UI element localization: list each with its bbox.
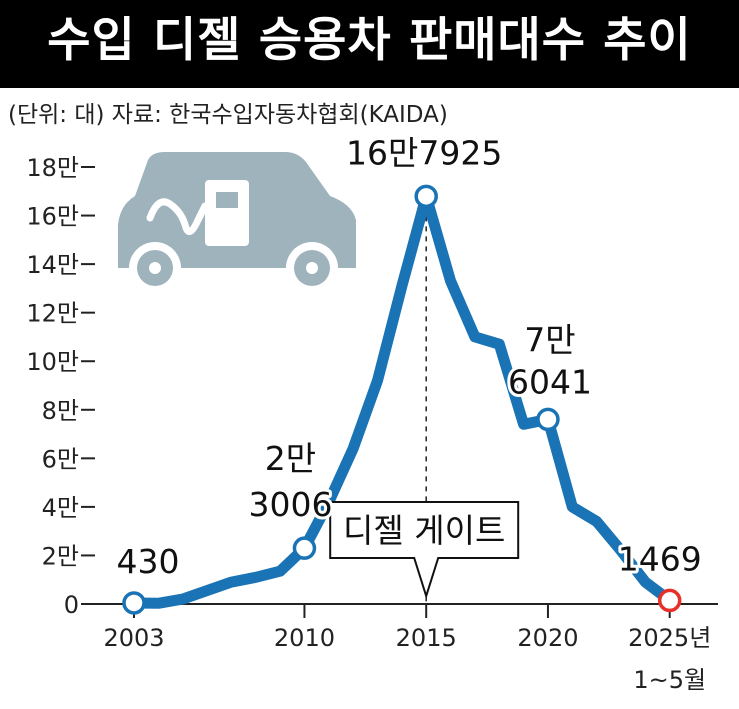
data-label: 6041: [508, 362, 592, 401]
y-tick-label: 0: [64, 591, 79, 619]
y-tick-label: 12만: [26, 300, 79, 328]
y-tick-label: 18만: [26, 154, 79, 182]
data-label: 430: [117, 542, 180, 581]
data-point-marker: [536, 407, 560, 432]
x-tick-label: 2003: [103, 624, 164, 652]
y-tick-label: 10만: [26, 348, 79, 376]
x-tick-label: 2015: [396, 624, 457, 652]
data-label: 3006: [248, 485, 332, 524]
data-point-marker: [292, 536, 317, 560]
series-line: [128, 190, 676, 609]
y-tick-label: 16만: [26, 203, 79, 231]
y-tick-label: 4만: [42, 494, 79, 522]
y-tick-label: 14만: [26, 251, 79, 279]
data-point-marker: [414, 184, 438, 209]
chart-subtitle: (단위: 대) 자료: 한국수입자동차협회(KAIDA): [8, 102, 448, 128]
data-label: 7만: [524, 320, 575, 359]
data-point-marker: [657, 588, 682, 613]
data-label: 1469: [618, 539, 702, 578]
data-label: 2만: [265, 439, 316, 478]
data-point-marker: [122, 591, 146, 615]
y-tick-label: 8만: [42, 397, 79, 425]
x-tick-label: 2025년: [628, 624, 711, 652]
annotation-callout: [329, 501, 520, 600]
data-label: 16만7925: [346, 133, 502, 172]
x-tick-label: 2020: [517, 624, 578, 652]
annotation-label: 디젤 게이트: [343, 511, 505, 550]
x-tick-label: 2010: [274, 624, 335, 652]
x-tick-label-secondary: 1~5월: [633, 666, 706, 694]
chart-title: 수입 디젤 승용차 판매대수 추이: [47, 13, 692, 68]
y-tick-label: 2만: [42, 542, 79, 570]
y-tick-label: 6만: [42, 445, 79, 473]
diesel-car-icon: [118, 152, 356, 294]
title-bar: 수입 디젤 승용차 판매대수 추이: [0, 0, 739, 88]
